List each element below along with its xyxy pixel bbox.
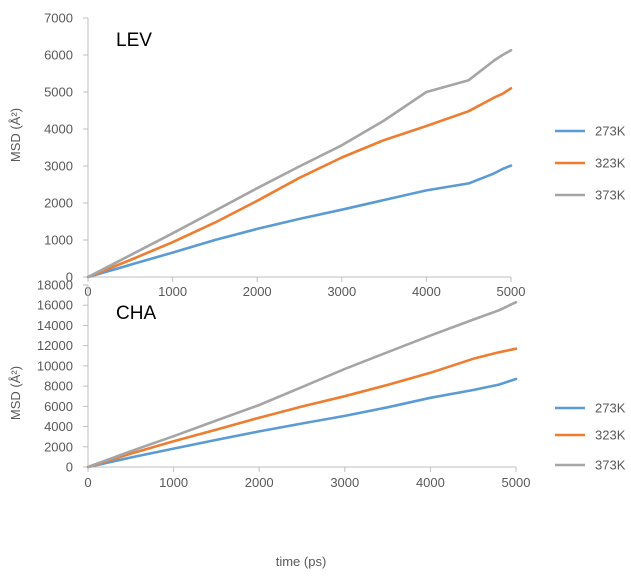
- lev-y-tick-label: 5000: [44, 85, 73, 100]
- cha-y-tick-label: 2000: [44, 439, 73, 454]
- lev-x-tick-label: 4000: [412, 284, 441, 299]
- cha-x-tick-label: 4000: [416, 475, 445, 490]
- cha-y-axis-label: MSD (Å²): [8, 366, 23, 420]
- cha-y-tick-label: 8000: [44, 379, 73, 394]
- lev-x-tick-label: 3000: [327, 284, 356, 299]
- lev-x-tick-label: 2000: [243, 284, 272, 299]
- cha-series-line-273K: [86, 377, 518, 469]
- lev-panel: 0100020003000400050006000700001000200030…: [8, 11, 626, 300]
- lev-y-tick-label: 7000: [44, 11, 73, 26]
- lev-panel-title: LEV: [116, 30, 152, 51]
- cha-y-tick-label: 4000: [44, 419, 73, 434]
- cha-y-tick-label: 12000: [37, 338, 73, 353]
- cha-panel: 0200040006000800010000120001400016000180…: [8, 278, 626, 570]
- cha-x-tick-label: 0: [84, 475, 91, 490]
- lev-series-line-273K: [86, 164, 513, 279]
- cha-x-tick-label: 5000: [502, 475, 531, 490]
- cha-y-tick-label: 6000: [44, 399, 73, 414]
- cha-x-axis-label: time (ps): [276, 554, 327, 569]
- lev-legend-label-373K: 373K: [595, 188, 626, 203]
- cha-panel-title: CHA: [116, 303, 156, 324]
- cha-series-line-323K: [86, 347, 518, 469]
- cha-legend-label-323K: 323K: [595, 428, 626, 443]
- lev-series-line-373K: [86, 48, 513, 279]
- lev-y-tick-label: 4000: [44, 122, 73, 137]
- lev-x-tick-label: 1000: [158, 284, 187, 299]
- cha-y-tick-label: 10000: [37, 358, 73, 373]
- lev-y-tick-label: 2000: [44, 196, 73, 211]
- cha-y-tick-label: 18000: [37, 278, 73, 293]
- lev-y-axis-label: MSD (Å²): [8, 108, 23, 162]
- cha-legend-label-273K: 273K: [595, 401, 626, 416]
- cha-x-tick-label: 3000: [330, 475, 359, 490]
- lev-legend-label-323K: 323K: [595, 156, 626, 171]
- lev-y-tick-label: 3000: [44, 159, 73, 174]
- lev-legend-label-273K: 273K: [595, 124, 626, 139]
- cha-y-tick-label: 0: [66, 460, 73, 475]
- lev-y-tick-label: 6000: [44, 48, 73, 63]
- cha-legend-label-373K: 373K: [595, 458, 626, 473]
- cha-x-tick-label: 1000: [159, 475, 188, 490]
- lev-x-tick-label: 5000: [497, 284, 526, 299]
- cha-y-tick-label: 16000: [37, 298, 73, 313]
- cha-x-tick-label: 2000: [245, 475, 274, 490]
- lev-y-tick-label: 1000: [44, 233, 73, 248]
- lev-series-line-323K: [86, 87, 513, 279]
- cha-series-line-373K: [86, 300, 518, 469]
- lev-y-tick-label: 0: [66, 270, 73, 285]
- cha-y-tick-label: 14000: [37, 318, 73, 333]
